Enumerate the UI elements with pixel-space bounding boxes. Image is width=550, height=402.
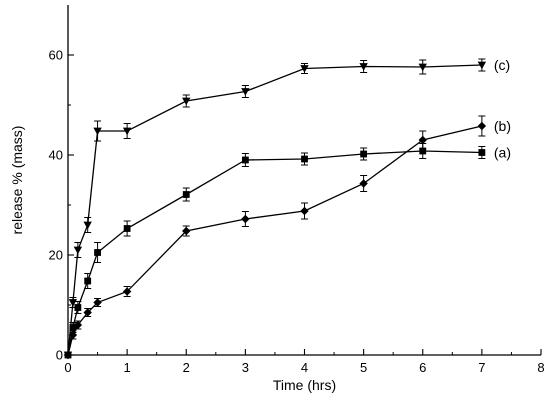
data-point [359, 63, 368, 71]
series-label: (a) [494, 145, 511, 161]
series-line [67, 125, 483, 356]
x-tick-label: 4 [301, 360, 308, 375]
series-3: (a) [64, 143, 511, 359]
series-label: (b) [494, 118, 511, 134]
data-point [182, 226, 191, 236]
x-tick-label: 1 [124, 360, 131, 375]
data-point [182, 191, 190, 198]
data-point [73, 320, 83, 330]
data-point [477, 121, 487, 131]
data-point [83, 221, 92, 230]
data-point [359, 179, 368, 188]
data-point [93, 127, 102, 136]
x-tick-label: 7 [478, 360, 485, 375]
data-point [122, 127, 132, 136]
y-tick-label: 0 [56, 348, 63, 363]
chart-axes: 0 1 2 3 4 5 6 7 8 0 20 40 60 [49, 5, 545, 375]
data-point [360, 150, 368, 158]
y-axis-title: release % (mass) [9, 126, 25, 235]
data-point [74, 304, 82, 311]
data-point [94, 249, 101, 256]
data-point [84, 277, 92, 285]
chart-marks: (c) (b) (a) [63, 57, 511, 360]
series-line [67, 150, 482, 356]
series-line [67, 64, 482, 356]
data-point [418, 135, 427, 145]
data-point [478, 149, 486, 156]
x-tick-label: 2 [183, 360, 190, 375]
data-point [300, 206, 309, 216]
data-point [241, 214, 250, 224]
data-point [300, 65, 309, 73]
data-point [418, 63, 427, 72]
y-tick-label: 60 [49, 48, 63, 63]
x-tick-label: 8 [537, 360, 544, 375]
data-point [123, 225, 131, 232]
data-point [64, 351, 72, 359]
x-tick-label: 0 [64, 360, 71, 375]
series-1: (c) [63, 57, 510, 360]
data-point [241, 88, 250, 96]
data-point [241, 156, 249, 164]
data-point [301, 155, 308, 163]
x-tick-label: 6 [419, 360, 426, 375]
x-axis-title: Time (hrs) [273, 377, 336, 393]
y-tick-label: 40 [49, 148, 63, 163]
series-label: (c) [494, 57, 510, 73]
data-point [73, 246, 83, 255]
x-tick-label: 3 [242, 360, 249, 375]
data-point [419, 147, 427, 155]
data-point [182, 97, 191, 106]
series-2: (b) [63, 115, 511, 360]
data-point [83, 308, 92, 317]
x-tick-label: 5 [360, 360, 367, 375]
data-point [477, 61, 487, 70]
data-point [122, 287, 132, 296]
y-tick-label: 20 [49, 248, 63, 263]
data-point [93, 298, 102, 307]
data-point [69, 324, 77, 331]
